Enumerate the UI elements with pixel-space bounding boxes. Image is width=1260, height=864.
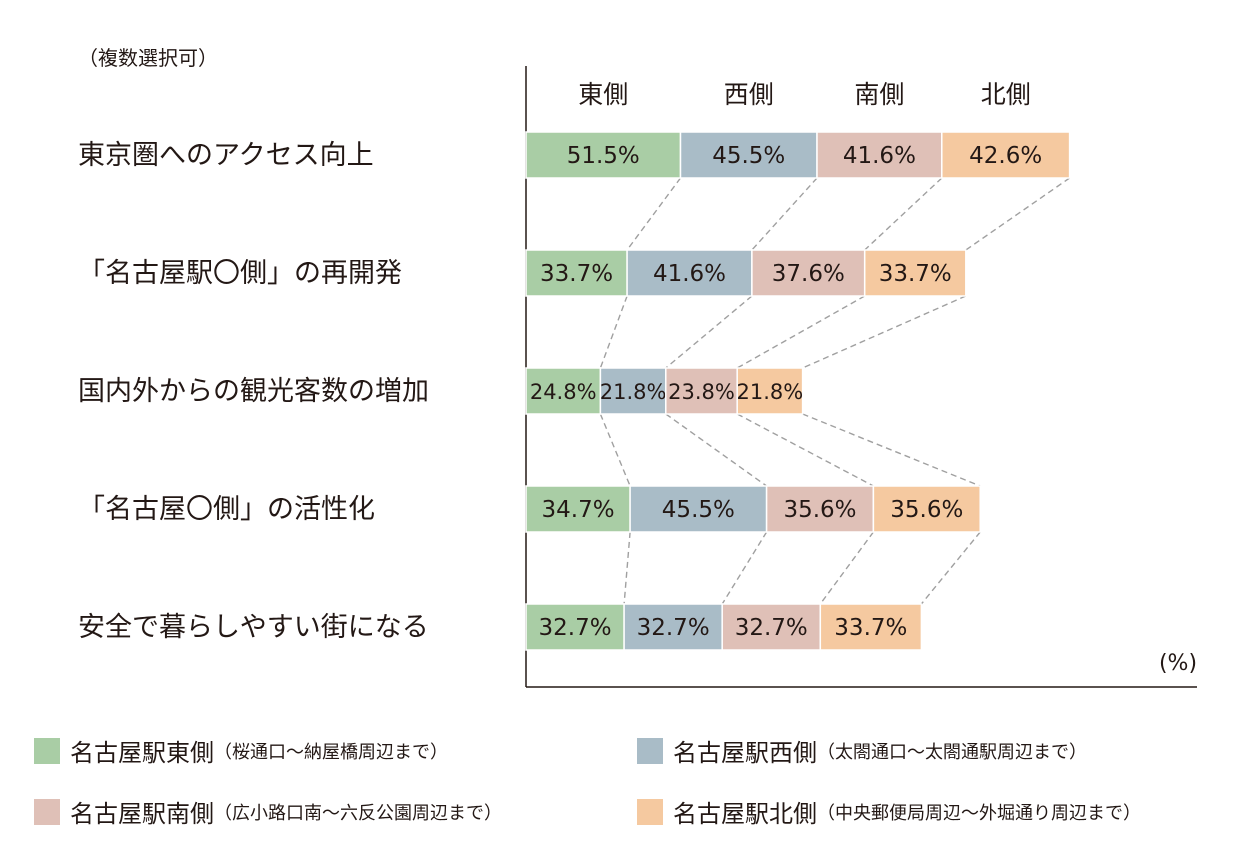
data-label: 32.7% bbox=[539, 615, 612, 641]
data-label: 37.6% bbox=[772, 261, 845, 287]
unit-label: (%) bbox=[1159, 651, 1197, 676]
data-label: 42.6% bbox=[969, 143, 1042, 169]
category-label: 「名古屋〇側」の活性化 bbox=[78, 494, 375, 525]
data-label: 21.8% bbox=[737, 380, 804, 404]
connector-line bbox=[736, 413, 874, 487]
data-label: 34.7% bbox=[542, 497, 615, 523]
bar-segment bbox=[872, 485, 981, 533]
legend-item-north: 名古屋駅北側 （中央郵便局周辺～外堀通り周辺まで） bbox=[637, 794, 1141, 829]
category-label: 国内外からの観光客数の増加 bbox=[78, 376, 429, 407]
connector-line bbox=[721, 531, 768, 605]
connector-line bbox=[751, 177, 818, 251]
connector-line bbox=[736, 295, 866, 369]
data-label: 51.5% bbox=[567, 143, 640, 169]
connector-line bbox=[819, 531, 874, 605]
legend-main-north: 名古屋駅北側 bbox=[673, 800, 817, 828]
legend-sub-east: （桜通口～納屋橋周辺まで） bbox=[214, 741, 448, 763]
data-label: 45.5% bbox=[662, 497, 735, 523]
connector-line bbox=[665, 413, 768, 487]
bar-segment bbox=[525, 485, 631, 533]
legend-swatch-north bbox=[637, 798, 663, 825]
bar-segment bbox=[941, 131, 1071, 179]
legend-item-west: 名古屋駅西側 （太閤通口～太閤通駅周辺まで） bbox=[637, 733, 1087, 768]
multiple-choice-note: （複数選択可） bbox=[78, 46, 218, 70]
data-label: 24.8% bbox=[530, 380, 597, 404]
bar-segment bbox=[736, 367, 804, 415]
connector-line bbox=[665, 295, 753, 369]
connector-line bbox=[623, 531, 631, 605]
bar-segment bbox=[525, 603, 625, 651]
data-label: 35.6% bbox=[890, 497, 963, 523]
data-label: 41.6% bbox=[653, 261, 726, 287]
column-header: 南側 bbox=[854, 80, 904, 109]
bar-segment bbox=[765, 485, 875, 533]
category-label: 安全で暮らしやすい街になる bbox=[78, 612, 429, 643]
bar-segment bbox=[525, 131, 682, 179]
column-header: 東側 bbox=[578, 80, 628, 109]
connector-line bbox=[626, 177, 682, 251]
data-label: 35.6% bbox=[783, 497, 856, 523]
bar-segment bbox=[665, 367, 738, 415]
connector-line bbox=[802, 295, 967, 369]
legend-swatch-west bbox=[637, 737, 663, 764]
stacked-bar-chart: 東京圏へのアクセス向上「名古屋駅〇側」の再開発国内外からの観光客数の増加「名古屋… bbox=[78, 66, 1197, 688]
bar-segment bbox=[863, 249, 967, 297]
data-label: 32.7% bbox=[735, 615, 808, 641]
connector-line bbox=[920, 531, 981, 605]
bar-segment bbox=[525, 249, 628, 297]
data-label: 32.7% bbox=[637, 615, 710, 641]
legend-sub-west: （太閤通口～太閤通駅周辺まで） bbox=[817, 741, 1087, 763]
legend-swatch-south bbox=[34, 798, 60, 825]
data-label: 45.5% bbox=[712, 143, 785, 169]
data-label: 23.8% bbox=[668, 380, 735, 404]
legend-sub-north: （中央郵便局周辺～外堀通り周辺まで） bbox=[817, 802, 1141, 824]
connector-line bbox=[864, 177, 943, 251]
bar-segment bbox=[819, 603, 923, 651]
column-header: 北側 bbox=[981, 80, 1031, 109]
legend-sub-south: （広小路口南～六反公園周辺まで） bbox=[214, 802, 502, 824]
column-header: 西側 bbox=[724, 80, 774, 109]
legend-swatch-east bbox=[34, 737, 60, 764]
data-label: 33.7% bbox=[879, 261, 952, 287]
bar-segment bbox=[679, 131, 818, 179]
bar-segment bbox=[816, 131, 943, 179]
legend-main-east: 名古屋駅東側 bbox=[70, 739, 214, 767]
connector-line bbox=[599, 413, 631, 487]
data-label: 21.8% bbox=[600, 380, 667, 404]
connector-line bbox=[802, 413, 981, 487]
bar-segment bbox=[623, 603, 723, 651]
connector-line bbox=[599, 295, 628, 369]
bar-segment bbox=[525, 367, 602, 415]
legend-item-east: 名古屋駅東側 （桜通口～納屋橋周辺まで） bbox=[34, 733, 448, 768]
connector-line bbox=[965, 177, 1070, 251]
legend-main-west: 名古屋駅西側 bbox=[673, 739, 817, 767]
category-label: 「名古屋駅〇側」の再開発 bbox=[78, 258, 402, 289]
legend-item-south: 名古屋駅南側 （広小路口南～六反公園周辺まで） bbox=[34, 794, 502, 829]
bar-segment bbox=[721, 603, 822, 651]
bar-segment bbox=[751, 249, 866, 297]
data-label: 33.7% bbox=[540, 261, 613, 287]
data-label: 41.6% bbox=[843, 143, 916, 169]
category-label: 東京圏へのアクセス向上 bbox=[78, 140, 374, 171]
data-label: 33.7% bbox=[834, 615, 907, 641]
legend-main-south: 名古屋駅南側 bbox=[70, 800, 214, 828]
